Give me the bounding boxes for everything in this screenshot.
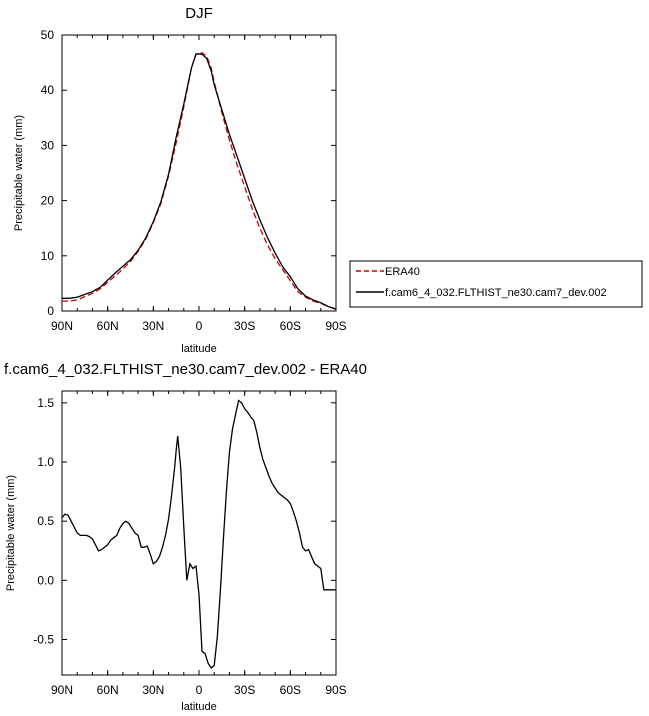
top-xtick-label: 90N: [51, 319, 73, 333]
bottom-ytick-label: 0.5: [37, 514, 54, 528]
bottom-chart-ylabel: Precipitable water (mm): [5, 475, 17, 591]
bottom-xtick-label: 60S: [280, 683, 301, 697]
top-ytick-label: 30: [41, 138, 55, 152]
bottom-xtick-label: 90N: [51, 683, 73, 697]
bottom-chart-xlabel: latitude: [181, 701, 216, 713]
top-xtick-label: 60S: [280, 319, 301, 333]
top-ytick-label: 50: [41, 28, 55, 42]
legend: ERA40 f.cam6_4_032.FLTHIST_ne30.cam7_dev…: [349, 260, 643, 308]
bottom-xtick-label: 90S: [325, 683, 346, 697]
legend-model-label: f.cam6_4_032.FLTHIST_ne30.cam7_dev.002: [385, 287, 607, 299]
bottom-ytick-label: 1.5: [37, 396, 54, 410]
bottom-xtick-label: 30N: [142, 683, 164, 697]
top-ytick-label: 20: [41, 194, 55, 208]
bottom-chart: f.cam6_4_032.FLTHIST_ne30.cam7_dev.002 -…: [4, 361, 367, 713]
bottom-xtick-label: 0: [196, 683, 203, 697]
top-chart-title: DJF: [185, 5, 213, 22]
bottom-series-difference-line: [61, 399, 336, 669]
top-xtick-label: 0: [196, 319, 203, 333]
top-xtick-label: 30N: [142, 319, 164, 333]
top-ytick-label: 40: [41, 83, 55, 97]
top-chart-plot-frame: [61, 34, 337, 312]
legend-box: [349, 260, 643, 308]
legend-era40-label: ERA40: [385, 266, 420, 278]
top-xtick-label: 90S: [325, 319, 346, 333]
top-chart-xlabel: latitude: [181, 343, 216, 355]
bottom-xtick-label: 30S: [234, 683, 255, 697]
top-ytick-label: 10: [41, 249, 55, 263]
bottom-chart-title: f.cam6_4_032.FLTHIST_ne30.cam7_dev.002 -…: [4, 361, 367, 378]
top-chart-ylabel: Precipitable water (mm): [13, 115, 25, 231]
top-xtick-label: 60N: [97, 319, 119, 333]
bottom-xtick-label: 60N: [97, 683, 119, 697]
bottom-ytick-label: -0.5: [33, 633, 54, 647]
top-series-model-line: [62, 53, 337, 310]
bottom-chart-plot-frame: [61, 390, 337, 676]
top-series-era40-line: [62, 51, 337, 310]
bottom-ytick-label: 1.0: [37, 455, 54, 469]
top-ytick-label: 0: [47, 304, 54, 318]
bottom-ytick-label: 0.0: [37, 573, 54, 587]
top-chart: DJF 90N 60N 30N 0 30S 60S 90S 0 10 20 30 40 50 latit…: [13, 5, 347, 355]
top-xtick-label: 30S: [234, 319, 255, 333]
